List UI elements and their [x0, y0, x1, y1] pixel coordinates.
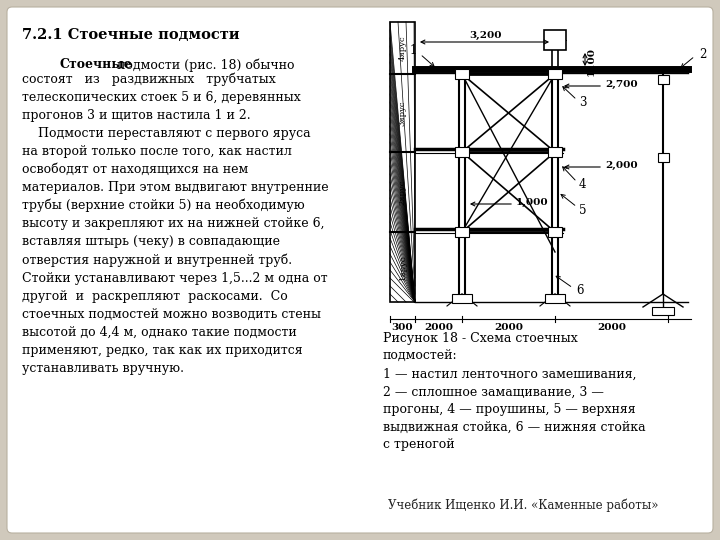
Text: 2ярус: 2ярус [398, 179, 407, 205]
Bar [452, 294, 472, 302]
Text: 2000: 2000 [494, 323, 523, 332]
Bar [390, 22, 415, 302]
Text: 1100: 1100 [587, 48, 596, 77]
FancyBboxPatch shape [7, 7, 713, 533]
Text: 1ярус: 1ярус [398, 254, 407, 280]
Text: 3: 3 [579, 96, 587, 109]
Text: 6: 6 [576, 285, 583, 298]
Text: 5: 5 [579, 204, 587, 217]
Text: 2000: 2000 [424, 323, 453, 332]
Bar [455, 147, 469, 157]
Text: 1 — настил ленточного замешивания,
2 — сплошное замащивание, 3 —
прогоны, 4 — пр: 1 — настил ленточного замешивания, 2 — с… [383, 368, 646, 451]
Text: Учебник Ищенко И.И. «Каменные работы»: Учебник Ищенко И.И. «Каменные работы» [388, 498, 659, 511]
Text: Рисунок 18 - Схема стоечных
подмостей:: Рисунок 18 - Схема стоечных подмостей: [383, 332, 577, 362]
Text: 2,700: 2,700 [605, 79, 638, 89]
Bar [657, 152, 668, 161]
Text: подмости (рис. 18) обычно: подмости (рис. 18) обычно [113, 58, 294, 71]
Text: 7.2.1 Стоечные подмости: 7.2.1 Стоечные подмости [22, 28, 240, 42]
Text: 300: 300 [392, 323, 413, 332]
Text: 1: 1 [410, 44, 417, 57]
Text: 3,200: 3,200 [469, 31, 501, 40]
Bar [548, 69, 562, 79]
Bar [652, 307, 674, 315]
Bar [548, 147, 562, 157]
Text: Стоечные: Стоечные [60, 58, 132, 71]
Bar [657, 75, 668, 84]
Text: 2000: 2000 [597, 323, 626, 332]
Bar [455, 69, 469, 79]
Text: 2,000: 2,000 [605, 160, 638, 170]
Text: 1,000: 1,000 [516, 198, 549, 206]
Text: 4ярус: 4ярус [398, 35, 407, 61]
Bar [455, 227, 469, 237]
Text: 3ярус: 3ярус [398, 100, 407, 126]
Text: 2: 2 [699, 48, 706, 60]
Text: состоят   из   раздвижных   трубчатых
телескопических стоек 5 и 6, деревянных
пр: состоят из раздвижных трубчатых телескоп… [22, 72, 328, 375]
Bar [544, 30, 566, 50]
Bar [545, 294, 565, 302]
Text: 4: 4 [579, 179, 587, 192]
Bar [548, 227, 562, 237]
